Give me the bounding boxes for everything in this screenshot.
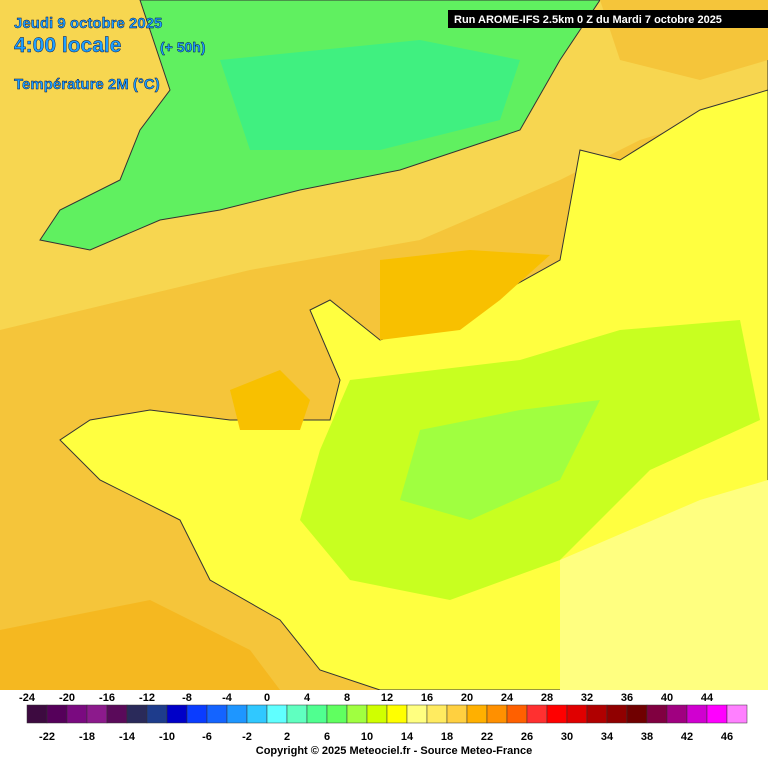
legend-swatch (726, 704, 748, 724)
legend-label: 46 (721, 731, 733, 743)
run-box (448, 10, 768, 28)
legend-swatch (106, 704, 128, 724)
legend-swatch (46, 704, 68, 724)
legend-label: -2 (242, 731, 252, 743)
copyright: Copyright © 2025 Meteociel.fr - Source M… (256, 745, 532, 757)
legend-swatch (666, 704, 688, 724)
legend-swatch (266, 704, 288, 724)
legend-bg (0, 690, 768, 768)
legend-label: 38 (641, 731, 653, 743)
legend-label: 2 (284, 731, 290, 743)
legend: -24-22-20-18-16-14-12-10-8-6-4-202468101… (19, 692, 748, 743)
legend-label: 30 (561, 731, 573, 743)
legend-label: 34 (601, 731, 614, 743)
legend-swatch (86, 704, 108, 724)
legend-label: 8 (344, 692, 350, 704)
legend-swatch (206, 704, 228, 724)
legend-swatch (486, 704, 508, 724)
inland-cool (400, 400, 600, 520)
lead: (+ 50h) (160, 39, 206, 55)
legend-label: 24 (501, 692, 514, 704)
date: Jeudi 9 octobre 2025 (14, 15, 162, 32)
legend-label: 22 (481, 731, 493, 743)
legend-swatch (386, 704, 408, 724)
legend-swatch (326, 704, 348, 724)
england-cool (220, 40, 520, 150)
legend-label: -12 (139, 692, 155, 704)
legend-label: -4 (222, 692, 233, 704)
legend-label: -20 (59, 692, 75, 704)
legend-swatch (586, 704, 608, 724)
legend-swatch (606, 704, 628, 724)
sea-southwest (0, 600, 280, 690)
legend-swatch (426, 704, 448, 724)
legend-label: 40 (661, 692, 673, 704)
legend-label: -14 (119, 731, 136, 743)
legend-label: 16 (421, 692, 433, 704)
legend-label: -10 (159, 731, 175, 743)
legend-label: 18 (441, 731, 453, 743)
legend-label: -8 (182, 692, 192, 704)
legend-label: -6 (202, 731, 212, 743)
legend-swatch (626, 704, 648, 724)
legend-label: 14 (401, 731, 414, 743)
legend-swatch (566, 704, 588, 724)
legend-swatch (466, 704, 488, 724)
legend-label: 44 (701, 692, 714, 704)
legend-swatch (546, 704, 568, 724)
legend-swatch (306, 704, 328, 724)
legend-swatch (406, 704, 428, 724)
legend-swatch (686, 704, 708, 724)
variable: Température 2M (°C) (14, 76, 160, 93)
legend-swatch (166, 704, 188, 724)
gulf-saint-malo (230, 370, 310, 430)
legend-label: 4 (304, 692, 311, 704)
legend-swatch (526, 704, 548, 724)
legend-swatch (286, 704, 308, 724)
time: 4:00 locale (14, 34, 121, 57)
legend-swatch (146, 704, 168, 724)
legend-label: -24 (19, 692, 36, 704)
run-info: Run AROME-IFS 2.5km 0 Z du Mardi 7 octob… (454, 14, 722, 26)
legend-label: 0 (264, 692, 270, 704)
legend-label: 32 (581, 692, 593, 704)
legend-swatch (26, 704, 48, 724)
legend-swatch (446, 704, 468, 724)
bay-of-seine (380, 250, 550, 340)
legend-label: 28 (541, 692, 553, 704)
legend-label: 42 (681, 731, 693, 743)
legend-swatch (66, 704, 88, 724)
legend-swatch (246, 704, 268, 724)
legend-label: 12 (381, 692, 393, 704)
legend-label: 36 (621, 692, 633, 704)
legend-label: -16 (99, 692, 115, 704)
legend-label: 10 (361, 731, 373, 743)
legend-swatch (506, 704, 528, 724)
legend-label: -22 (39, 731, 55, 743)
legend-label: -18 (79, 731, 95, 743)
legend-swatch (646, 704, 668, 724)
legend-swatch (706, 704, 728, 724)
south-east (560, 480, 768, 690)
legend-swatch (366, 704, 388, 724)
legend-label: 20 (461, 692, 473, 704)
legend-swatch (346, 704, 368, 724)
legend-swatch (126, 704, 148, 724)
legend-label: 6 (324, 731, 330, 743)
legend-swatch (186, 704, 208, 724)
legend-label: 26 (521, 731, 533, 743)
legend-swatch (226, 704, 248, 724)
